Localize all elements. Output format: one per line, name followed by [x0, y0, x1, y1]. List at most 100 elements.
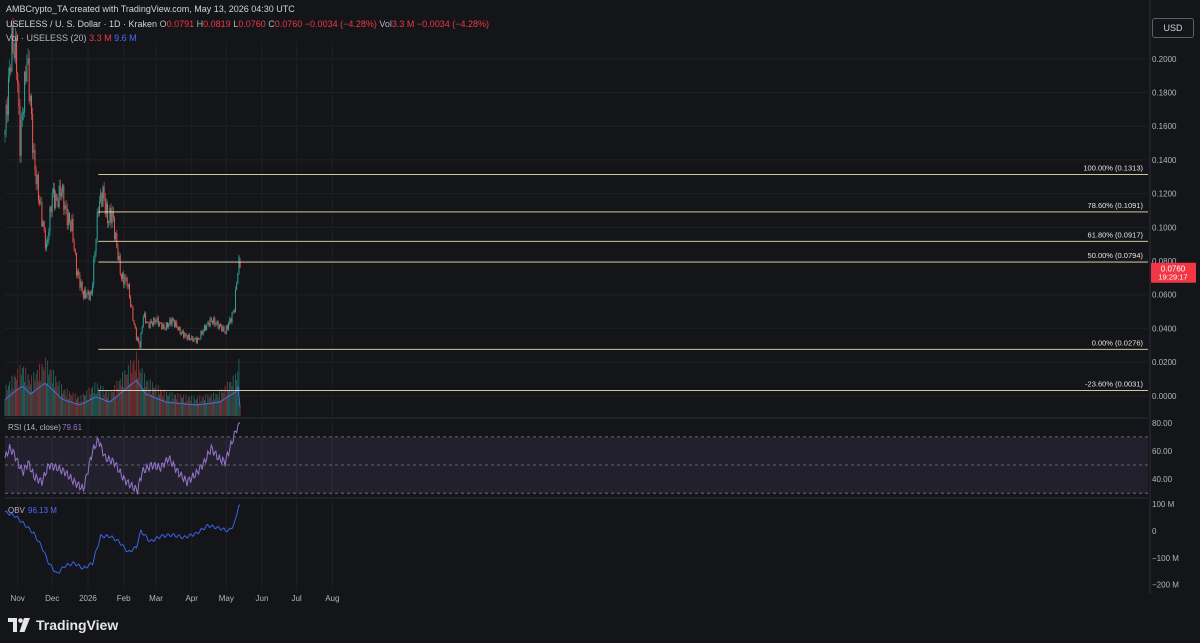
currency-button[interactable]: USD: [1152, 18, 1194, 38]
volume-bar: [157, 385, 159, 416]
volume-bar: [56, 381, 58, 416]
candle-body: [216, 321, 218, 324]
volume-bar: [16, 379, 17, 416]
candle-body: [116, 233, 118, 248]
volume-bar: [150, 394, 152, 416]
volume-bar: [206, 402, 208, 416]
candle-body: [220, 324, 222, 327]
x-tick-label: Jul: [291, 594, 301, 603]
candle-body: [21, 114, 23, 120]
candle-body: [27, 58, 29, 64]
volume-bar: [197, 396, 198, 416]
candle-body: [137, 338, 139, 340]
volume-bar: [205, 394, 206, 416]
ohlc-h-label: H: [196, 19, 204, 29]
volume-bar: [163, 389, 165, 416]
price-tick-label: 0.0600: [1152, 291, 1177, 300]
volume-bar: [46, 383, 47, 416]
candle-body: [93, 258, 95, 286]
volume-bar: [184, 402, 186, 416]
volume-bar: [175, 394, 176, 416]
candle-body: [57, 200, 59, 208]
candle-body: [6, 104, 8, 116]
candle-body: [168, 324, 170, 328]
candle-body: [25, 71, 27, 82]
x-tick-label: Feb: [117, 594, 131, 603]
volume-bar: [67, 398, 69, 416]
candle-body: [39, 200, 41, 204]
volume-bar: [74, 393, 76, 416]
candle-body: [149, 321, 151, 328]
candle-body: [226, 325, 228, 330]
volume-bar: [112, 391, 114, 416]
candle-body: [109, 208, 111, 221]
candle-body: [161, 323, 163, 330]
volume-bar: [108, 390, 110, 416]
price-tick-label: 0.1400: [1152, 156, 1177, 165]
candle-body: [105, 203, 107, 215]
volume-bar: [64, 389, 66, 416]
volume-bar: [96, 383, 98, 416]
volume-bar: [191, 395, 193, 416]
volume-bar: [159, 394, 160, 416]
volume-bar: [53, 370, 54, 416]
volume-bar: [186, 400, 188, 416]
volume-bar: [31, 375, 32, 416]
candle-body: [108, 220, 110, 224]
candle-body: [192, 336, 194, 342]
volume-bar: [11, 376, 13, 416]
volume-bar: [21, 367, 23, 416]
volume-bar: [131, 373, 133, 416]
tradingview-logo[interactable]: TradingView: [8, 617, 118, 633]
fib-label: 0.00% (0.0276): [1092, 338, 1144, 347]
volume-bar: [59, 396, 61, 416]
candle-body: [87, 290, 89, 296]
volume-bar: [155, 384, 157, 416]
candle-body: [107, 203, 109, 224]
volume-bar: [233, 391, 235, 416]
volume-bar: [86, 390, 88, 416]
x-tick-label: May: [219, 594, 234, 603]
x-tick-label: Jun: [256, 594, 269, 603]
rsi-value: 79.61: [62, 423, 83, 432]
candles: [4, 17, 241, 349]
candle-body: [35, 169, 37, 185]
volume-bar: [23, 366, 24, 416]
candle-body: [65, 205, 67, 209]
candle-body: [165, 322, 167, 330]
x-tick-label: Mar: [149, 594, 163, 603]
volume-bar: [138, 359, 140, 416]
candle-body: [103, 186, 105, 199]
volume-bar: [203, 399, 205, 416]
candle-body: [194, 338, 196, 339]
volume-bar: [222, 392, 224, 416]
price-tick-label: 0.1200: [1152, 190, 1177, 199]
symbol-title: USELESS / U. S. Dollar · 1D · Kraken: [6, 19, 158, 29]
candle-body: [231, 312, 233, 323]
volume-bar: [167, 395, 168, 416]
candle-body: [99, 201, 101, 214]
volume-bar: [179, 394, 181, 416]
volume-bar: [70, 394, 72, 416]
volume-bar: [13, 375, 15, 416]
volume-bar: [170, 401, 172, 416]
candle-body: [198, 338, 200, 339]
candle-body: [74, 250, 76, 253]
volume-bar: [183, 394, 185, 416]
volume-bar: [34, 380, 36, 416]
candle-body: [82, 291, 84, 298]
obv-tick-label: 0: [1152, 527, 1157, 536]
volume-bar: [224, 385, 226, 416]
candle-body: [176, 321, 178, 328]
candle-body: [202, 331, 204, 335]
candle-body: [188, 334, 190, 340]
candle-body: [173, 320, 175, 327]
candle-body: [183, 331, 185, 338]
candle-body: [33, 150, 35, 153]
volume-bar: [65, 396, 67, 416]
candle-body: [10, 67, 12, 72]
volume-bar: [99, 389, 100, 416]
volume-bar: [71, 396, 73, 416]
volume-bar: [130, 359, 132, 416]
